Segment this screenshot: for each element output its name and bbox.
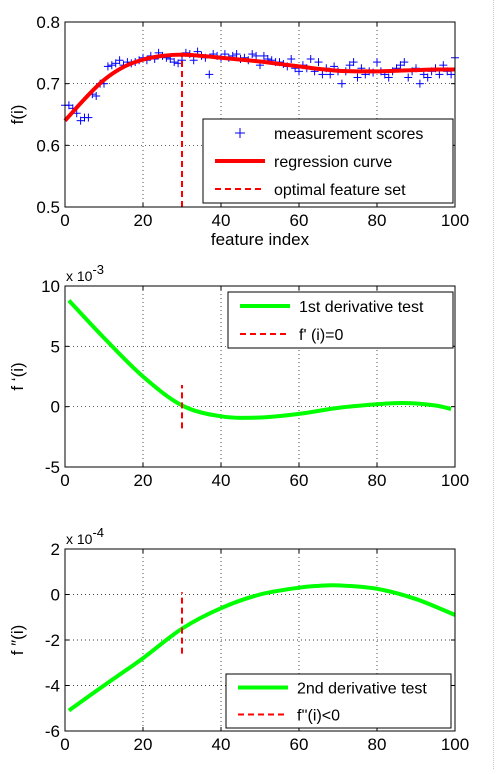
data-point-marker [435, 70, 444, 79]
y-axis-label: f(i) [8, 105, 27, 125]
data-point-marker [232, 50, 241, 59]
x-tick-label: 100 [441, 735, 469, 754]
data-point-marker [248, 50, 257, 59]
exponent-label: x 10-4 [66, 525, 104, 547]
data-point-marker [415, 79, 424, 88]
data-point-marker [400, 58, 409, 67]
exponent-power: -3 [92, 262, 104, 277]
data-point-marker [287, 55, 296, 63]
data-point-marker [295, 67, 303, 76]
x-tick-label: 60 [290, 471, 309, 490]
y-tick-label: 0.8 [36, 13, 60, 32]
exponent-base: x 10 [66, 268, 93, 284]
right-edge-border [493, 0, 495, 769]
x-tick-label: 20 [134, 471, 153, 490]
y-tick-label: 0 [51, 398, 60, 417]
data-point-marker [107, 61, 116, 70]
x-tick-label: 60 [290, 211, 309, 230]
data-point-marker [353, 73, 362, 82]
data-point-marker [318, 70, 327, 79]
y-tick-label: 5 [51, 337, 60, 356]
legend-label: 1st derivative test [299, 299, 424, 316]
x-tick-label: 0 [60, 211, 69, 230]
legend-label: f''(i)<0 [297, 708, 340, 725]
data-point-marker [103, 62, 112, 71]
legend-label: regression curve [274, 154, 392, 171]
x-tick-label: 0 [60, 471, 69, 490]
chart-panel-1: 0 20 40 60 80 100 0.5 0.6 0.7 0.8 f(i) feature inde… [8, 13, 469, 249]
legend-label: f' (i)=0 [299, 327, 344, 344]
y-axis-label: f ″(i) [8, 625, 27, 656]
x-tick-label: 40 [212, 471, 231, 490]
legend: measurement scores regression curve optima… [202, 118, 454, 204]
x-tick-label: 40 [212, 735, 231, 754]
data-point-marker [349, 58, 358, 67]
exponent-power: -4 [92, 525, 104, 540]
data-point-marker [84, 113, 93, 122]
y-tick-label: -5 [45, 458, 60, 477]
legend: 1st derivative test f' (i)=0 [227, 291, 454, 349]
y-axis-label: f ‘(i) [8, 362, 27, 390]
series-line [63, 52, 456, 123]
x-tick-label: 20 [134, 211, 153, 230]
y-tick-label: -2 [45, 631, 60, 650]
x-tick-label: 80 [368, 471, 387, 490]
exponent-base: x 10 [66, 531, 93, 547]
data-point-marker [252, 51, 261, 60]
y-tick-label: 0 [51, 586, 60, 605]
data-point-marker [189, 56, 198, 65]
y-tick-label: 0.7 [36, 75, 60, 94]
y-tick-label: 10 [41, 277, 60, 296]
legend-box [225, 673, 452, 729]
series-line [67, 583, 456, 713]
data-point-marker [314, 58, 323, 67]
y-tick-label: 0.6 [36, 136, 60, 155]
x-tick-label: 20 [134, 735, 153, 754]
legend-box [227, 291, 454, 349]
data-point-marker [170, 58, 179, 67]
x-tick-label: 100 [441, 471, 469, 490]
x-tick-label: 80 [368, 211, 387, 230]
x-tick-label: 100 [441, 211, 469, 230]
x-axis-label: feature index [211, 230, 310, 249]
legend-label: optimal feature set [274, 182, 406, 199]
axes-box [64, 21, 456, 208]
data-point-marker [306, 55, 315, 63]
data-point-marker [337, 79, 346, 88]
data-point-marker [384, 73, 393, 82]
axes-box [64, 285, 456, 468]
axes-box [64, 548, 456, 732]
data-point-marker [423, 73, 432, 82]
y-tick-label: 0.5 [36, 198, 60, 217]
x-tick-label: 80 [368, 735, 387, 754]
data-point-marker [92, 92, 101, 100]
y-tick-label: -4 [45, 677, 60, 696]
x-tick-label: 40 [212, 211, 231, 230]
exponent-label: x 10-3 [66, 262, 104, 284]
y-tick-label: -6 [45, 722, 60, 741]
legend-label: measurement scores [274, 126, 423, 143]
data-point-marker [115, 56, 124, 65]
y-tick-label: 2 [51, 540, 60, 559]
x-tick-label: 0 [60, 735, 69, 754]
data-point-marker [447, 70, 456, 79]
data-point-marker [404, 73, 413, 82]
legend-label: 2nd derivative test [297, 681, 427, 698]
legend: 2nd derivative test f''(i)<0 [225, 673, 452, 729]
data-point-marker [373, 58, 381, 67]
x-tick-label: 60 [290, 735, 309, 754]
data-point-marker [205, 70, 214, 79]
legend-marker-plus [235, 128, 245, 138]
series-line [67, 299, 452, 420]
